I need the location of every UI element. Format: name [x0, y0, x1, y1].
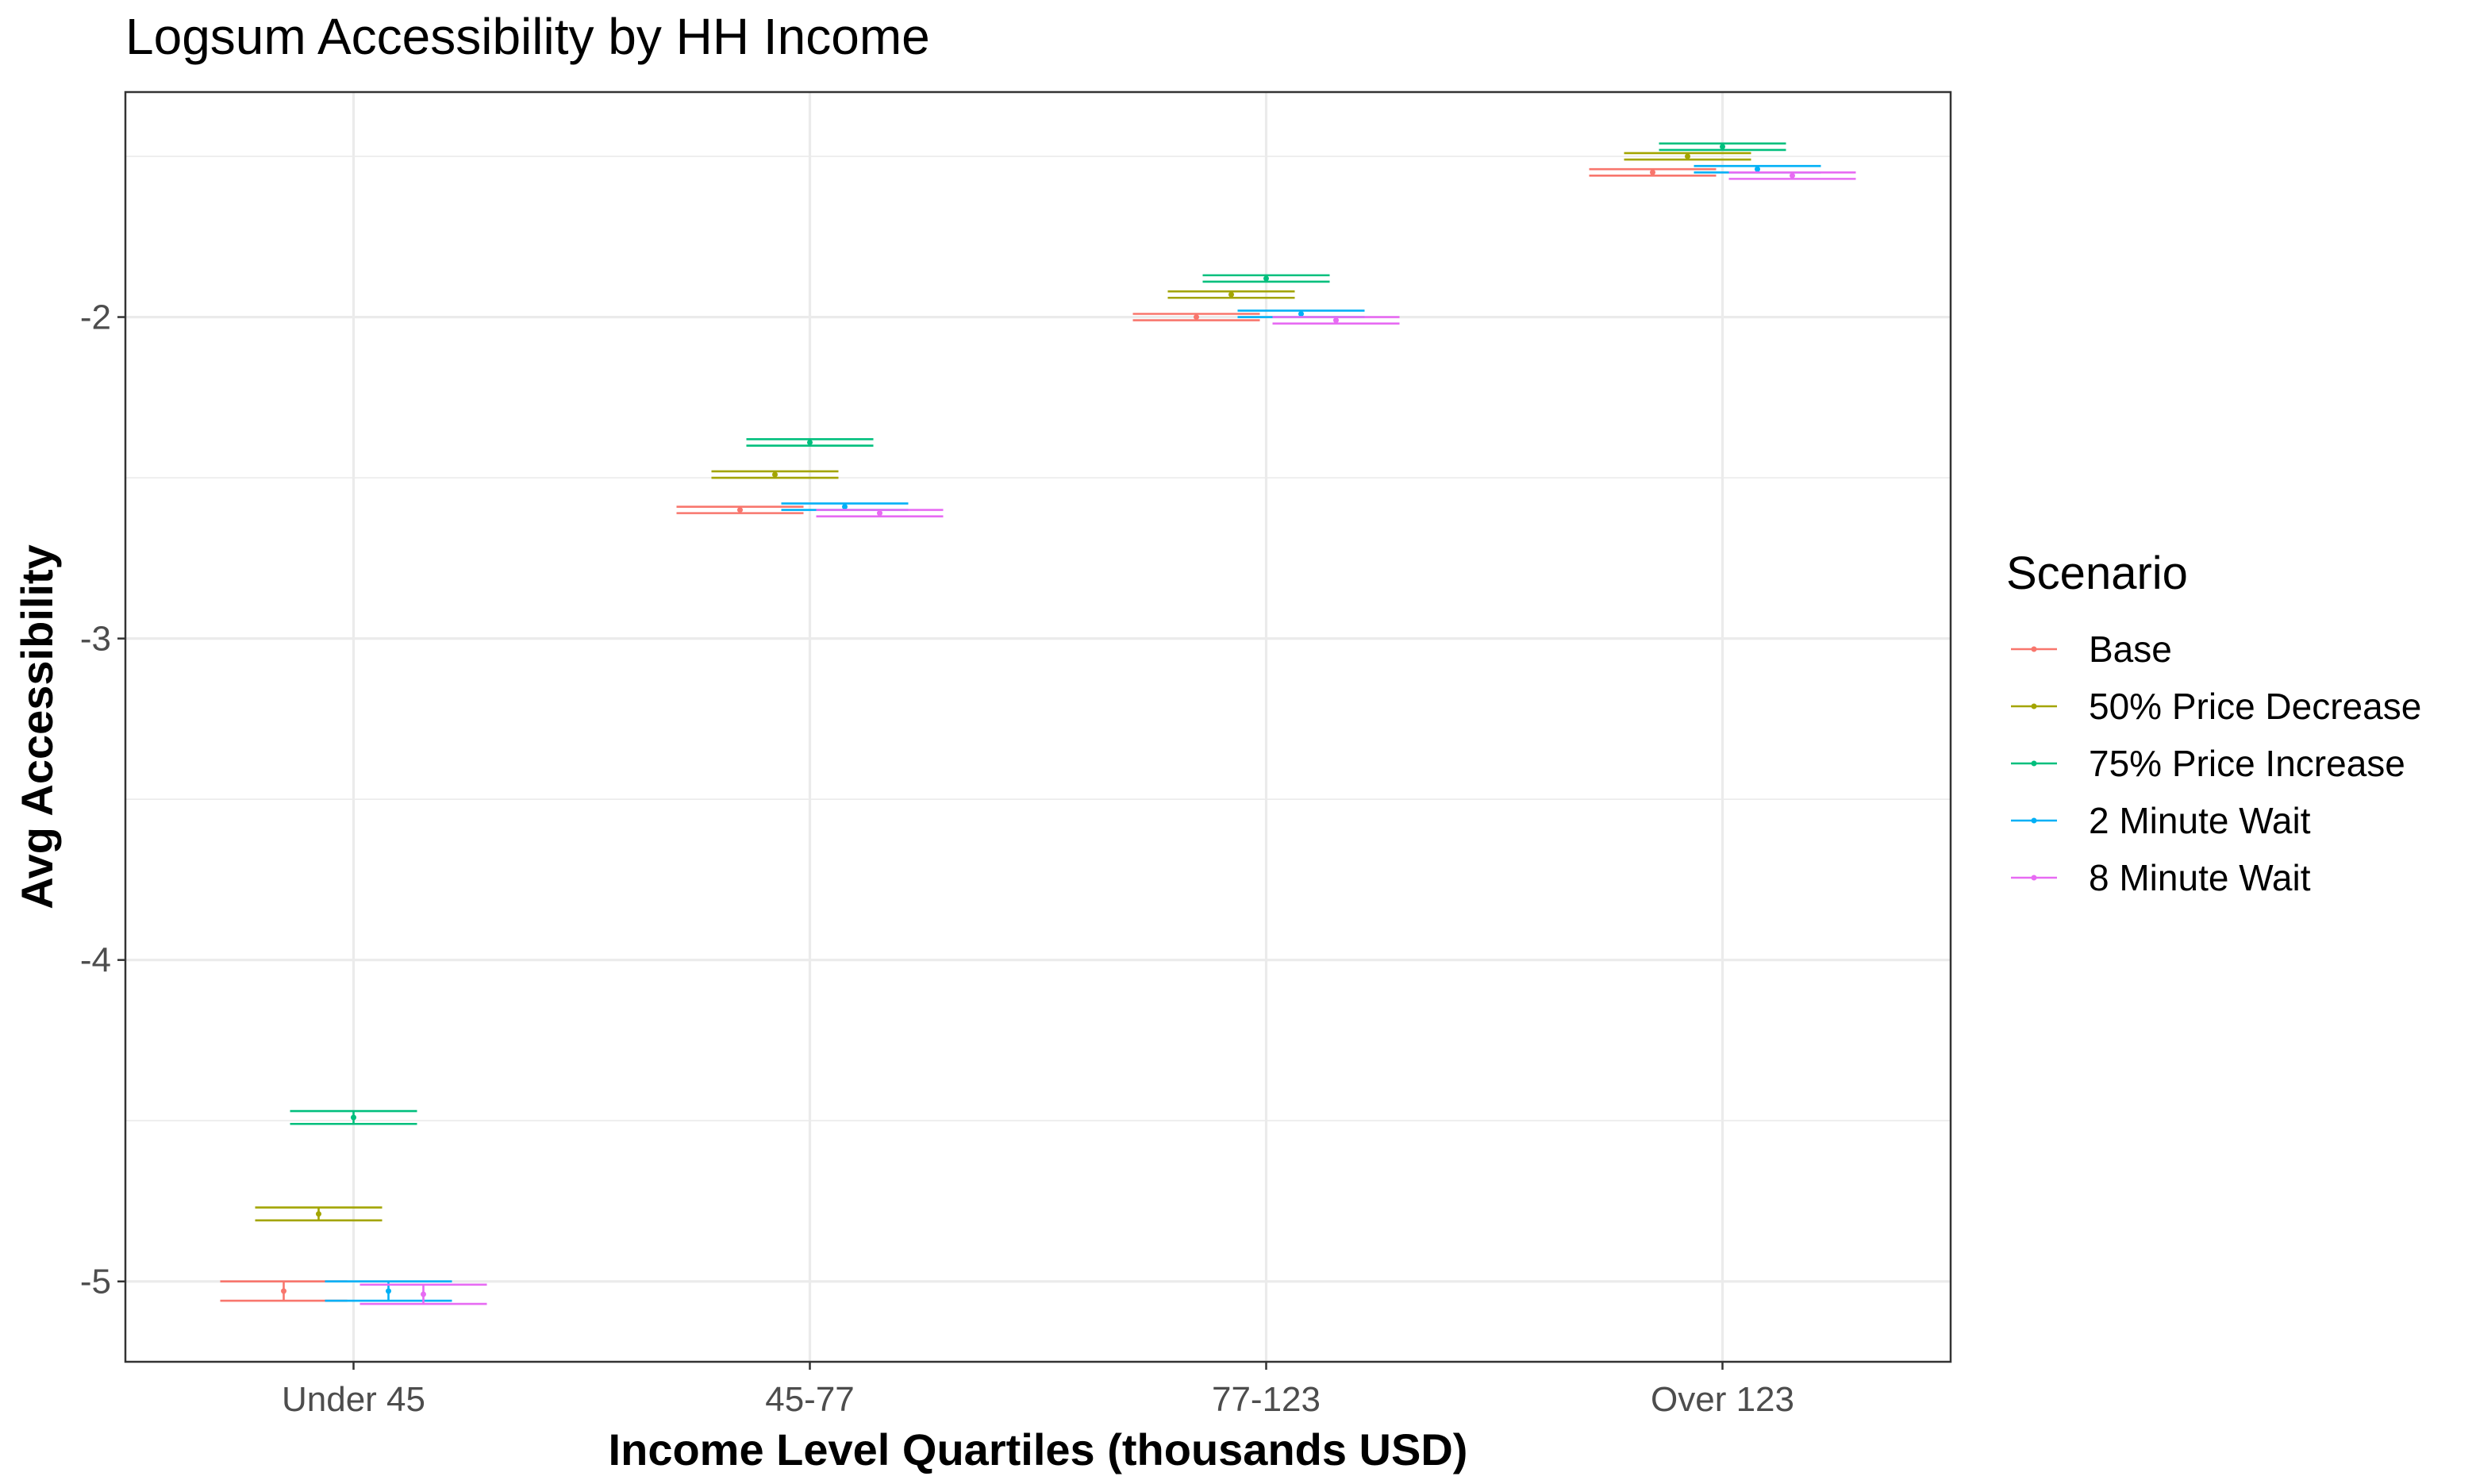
- mean-point: [1228, 291, 1234, 298]
- legend-item: 8 Minute Wait: [2011, 857, 2311, 898]
- errorbar-group: [1624, 152, 1751, 161]
- errorbar-group: [676, 506, 804, 514]
- mean-point: [1720, 144, 1725, 150]
- legend-item: 2 Minute Wait: [2011, 800, 2311, 841]
- mean-point: [421, 1291, 426, 1298]
- legend-key-point: [2031, 646, 2037, 652]
- errorbar-group: [359, 1283, 487, 1305]
- mean-point: [386, 1288, 391, 1294]
- x-tick-label: Over 123: [1651, 1380, 1794, 1419]
- grid-layer: [125, 92, 1951, 1362]
- axes-layer: -5 -4 -3 -2 Under 45 45-77 77-123 Over 123: [80, 298, 1794, 1419]
- legend-label: Base: [2089, 629, 2172, 670]
- mean-point: [842, 504, 848, 510]
- mean-point: [1685, 153, 1690, 160]
- marks-layer: [220, 142, 1856, 1305]
- legend-item: 50% Price Decrease: [2011, 686, 2421, 727]
- x-tick-label: 45-77: [765, 1380, 855, 1419]
- errorbar-group: [1167, 290, 1295, 299]
- errorbar-group: [711, 470, 839, 479]
- panel-border: [124, 90, 1952, 1363]
- x-tick-label: Under 45: [282, 1380, 425, 1419]
- y-tick-label: -4: [80, 941, 111, 980]
- legend-label: 2 Minute Wait: [2089, 800, 2311, 841]
- mean-point: [737, 507, 743, 513]
- errorbar-group: [746, 438, 874, 447]
- mean-point: [316, 1211, 321, 1217]
- mean-point: [1298, 310, 1304, 317]
- legend-key-point: [2031, 875, 2037, 881]
- legend-label: 75% Price Increase: [2089, 743, 2405, 784]
- mean-point: [1333, 317, 1339, 324]
- x-axis-title: Income Level Quartiles (thousands USD): [609, 1424, 1468, 1474]
- y-tick-label: -5: [80, 1263, 111, 1301]
- errorbar-group: [1202, 274, 1330, 283]
- mean-point: [351, 1114, 356, 1121]
- errorbar-group: [1728, 171, 1856, 180]
- mean-point: [1755, 166, 1760, 172]
- mean-point: [877, 510, 882, 517]
- errorbar-group: [1659, 142, 1786, 152]
- y-tick-label: -3: [80, 620, 111, 659]
- errorbar-group: [1272, 316, 1400, 325]
- mean-point: [1263, 275, 1269, 282]
- errorbar-group: [816, 509, 944, 517]
- legend-key-point: [2031, 703, 2037, 709]
- y-tick-label: -2: [80, 298, 111, 337]
- errorbar-group: [290, 1109, 417, 1125]
- x-tick-label: 77-123: [1212, 1380, 1321, 1419]
- mean-point: [807, 440, 813, 446]
- y-axis-title: Avg Accessibility: [12, 544, 62, 909]
- legend-label: 8 Minute Wait: [2089, 857, 2311, 898]
- legend-key-point: [2031, 817, 2037, 824]
- mean-point: [772, 471, 778, 478]
- mean-point: [281, 1288, 286, 1294]
- mean-point: [1650, 169, 1655, 175]
- errorbar-group: [1589, 167, 1717, 177]
- legend-title: Scenario: [2006, 548, 2188, 599]
- mean-point: [1194, 314, 1199, 321]
- errorbar-group: [255, 1206, 383, 1222]
- chart-title: Logsum Accessibility by HH Income: [125, 8, 930, 65]
- legend-item: 75% Price Increase: [2011, 743, 2405, 784]
- legend: Scenario Base 50% Price Decrease 75% Price…: [2006, 548, 2421, 898]
- legend-item: Base: [2011, 629, 2172, 670]
- errorbar-group: [1132, 313, 1260, 321]
- mean-point: [1790, 172, 1795, 179]
- legend-label: 50% Price Decrease: [2089, 686, 2421, 727]
- legend-key-point: [2031, 760, 2037, 767]
